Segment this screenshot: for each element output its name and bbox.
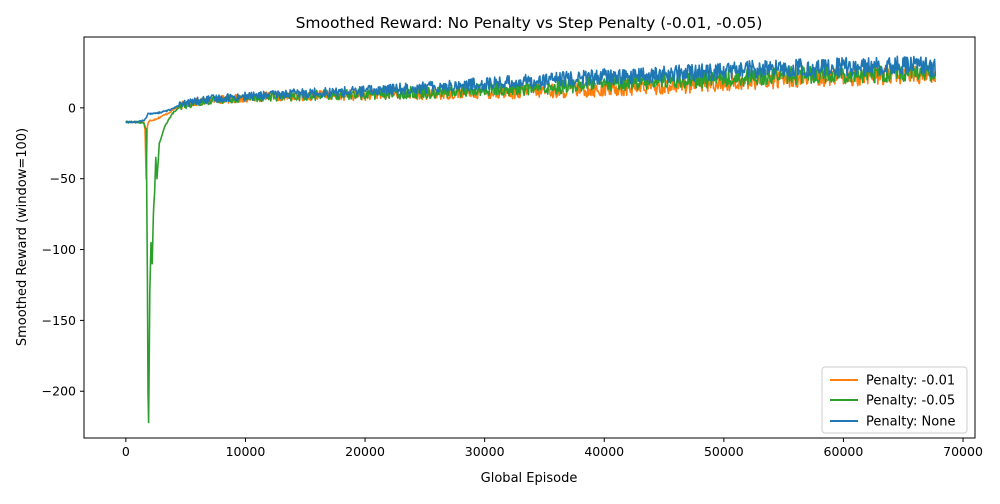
x-tick-label: 20000 [345,444,385,459]
series-line-penalty-none [125,55,937,124]
legend-box [821,366,968,434]
y-tick-label: 0 [68,100,76,115]
x-axis-title: Global Episode [481,471,578,486]
y-tick-label: −100 [42,242,76,257]
x-tick-label: 10000 [226,444,266,459]
x-tick-label: 30000 [465,444,505,459]
x-tick-label: 50000 [704,444,744,459]
legend-label-penalty-none: Penalty: None [866,415,955,430]
legend-label-penalty-0.01: Penalty: -0.01 [866,374,955,389]
y-axis: 0 −50 −100 −150 −200 [42,100,84,399]
y-tick-label: −50 [50,171,76,186]
legend-label-penalty-0.05: Penalty: -0.05 [866,394,955,409]
y-tick-label: −200 [42,384,76,399]
y-tick-label: −150 [42,313,76,328]
plot-frame [83,36,976,439]
x-tick-label: 60000 [824,444,864,459]
series-layer [125,55,937,424]
y-axis-title: Smoothed Reward (window=100) [15,128,30,346]
x-axis: 0 10000 20000 30000 40000 50000 60000 70000 [122,438,983,459]
x-tick-label: 0 [122,444,130,459]
x-tick-label: 70000 [943,444,983,459]
series-line-penalty-0.05 [125,63,937,424]
legend: Penalty: -0.01 Penalty: -0.05 Penalty: N… [821,366,968,434]
x-tick-label: 40000 [584,444,624,459]
chart-title: Smoothed Reward: No Penalty vs Step Pena… [296,14,763,32]
